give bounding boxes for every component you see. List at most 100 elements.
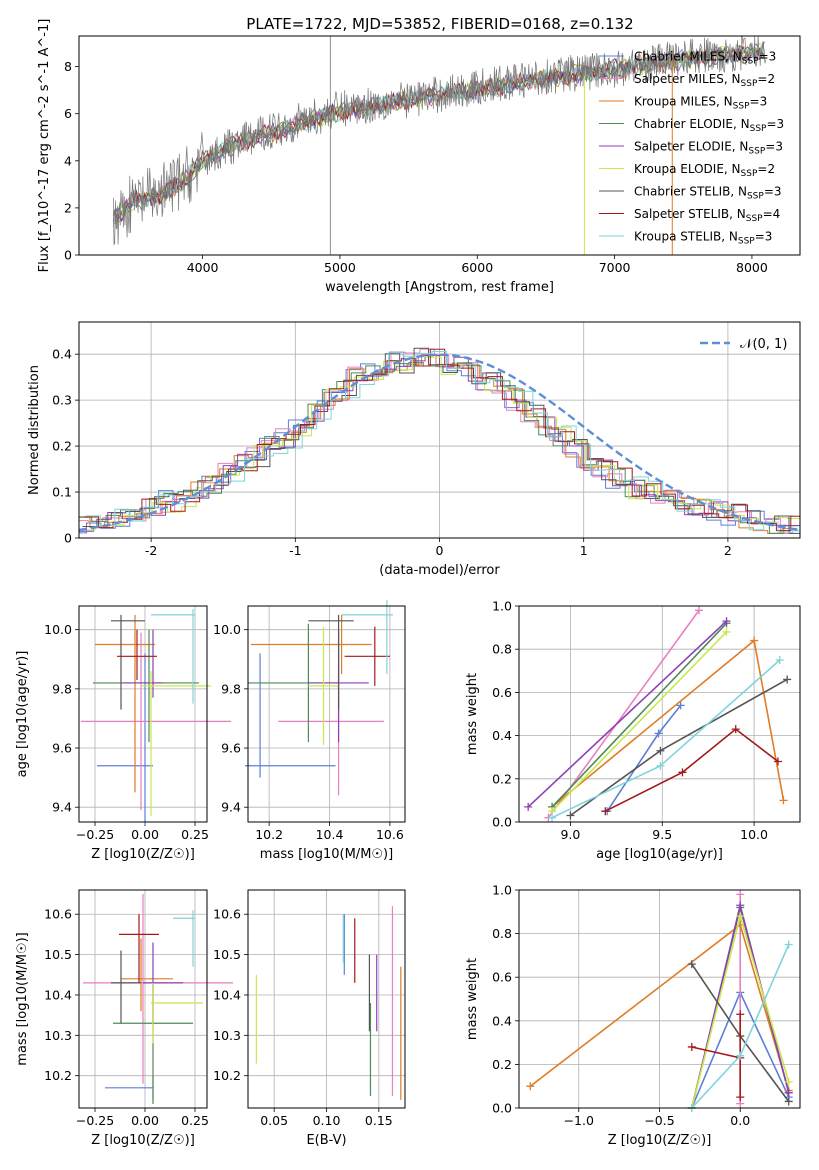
axes-frame [518,889,801,1109]
mass-weight-marker [736,1051,745,1060]
histogram-step [79,362,799,534]
mass-weight-marker [736,890,745,899]
legend-label: Salpeter STELIB, NSSP=4 [634,207,780,224]
mass-weight-marker [783,675,792,684]
y-tick-label: 0.8 [492,926,512,941]
y-tick-label: 9.6 [221,741,241,756]
y-tick-label: 0.0 [492,815,512,830]
y-tick-label: 10.5 [44,947,72,962]
mass-weight-marker [736,901,745,910]
legend-label: Kroupa MILES, NSSP=3 [634,95,767,112]
mass-weight-marker [722,617,731,626]
mass-weight-marker [784,940,793,949]
mass-weight-marker [654,729,663,738]
mass-weight-marker [524,802,533,811]
mass-weight-marker [779,796,788,805]
x-tick-label: 0.00 [131,827,159,842]
axes-frame [518,605,801,823]
x-tick-label: 9.0 [560,827,580,842]
mass-weight-line [547,609,700,819]
y-tick-label: 0.4 [52,347,72,362]
mass-weight-marker [601,807,610,816]
y-tick-label: 9.4 [52,800,72,815]
mass-weight-line [604,728,779,812]
y-tick-label: 10.5 [213,947,241,962]
x-tick-label: −1.0 [564,1113,594,1128]
y-tick-label: 9.6 [52,741,72,756]
mass-weight-line [527,620,728,808]
y-tick-label: 1.0 [492,883,512,898]
y-tick-label: 10.4 [213,987,241,1002]
mass-weight-marker [750,636,759,645]
y-axis-label: mass weight [465,673,480,755]
mass-weight-marker [566,811,575,820]
x-tick-label: −0.25 [76,1113,114,1128]
y-tick-label: 10.2 [44,1068,72,1083]
y-tick-label: 6 [64,106,72,121]
mass-weight-line [569,678,788,817]
x-axis-label: mass [log10(M/M☉)] [260,847,393,862]
y-tick-label: 1.0 [492,599,512,614]
mass-weight-marker [656,761,665,770]
mass-weight-vs-metallicity-panel: −1.0 −0.5 0.0 0.0 0.2 0.4 0.6 0.8 1.0 Z [log10(Z/… [465,883,801,1148]
y-tick-label: 0 [64,531,72,546]
x-axis-label: wavelength [Angstrom, rest frame] [325,280,554,295]
mass-vs-ebv-panel: 0.05 0.10 0.15 10.2 10.3 10.4 10.5 10.6 E(B-V) [213,889,406,1148]
x-axis-label: (data-model)/error [379,563,500,578]
x-tick-label: -1 [289,543,301,558]
legend-label: Kroupa ELODIE, NSSP=2 [634,162,775,179]
x-axis-label: age [log10(age/yr)] [596,847,723,862]
mass-weight-marker [548,813,557,822]
x-axis-label: E(B-V) [306,1133,346,1148]
legend-label: Salpeter MILES, NSSP=2 [634,72,775,89]
y-tick-label: 9.4 [221,800,241,815]
age-vs-metallicity-panel: −0.25 0.00 0.25 9.4 9.6 9.8 10.0 Z [log10(Z/Z☉)… [15,605,231,862]
x-tick-label: 0.10 [313,1113,341,1128]
legend-label: Chabrier MILES, NSSP=3 [634,50,776,67]
y-tick-label: 0.4 [492,728,512,743]
axes-frame [78,35,801,256]
y-tick-label: 10.0 [213,622,241,637]
mass-weight-marker [784,1097,793,1106]
mass-weight-line [551,631,728,812]
legend-label: Chabrier STELIB, NSSP=3 [634,185,782,202]
y-axis-label: mass [log10(M/M☉)] [15,932,30,1065]
mass-weight-marker [736,1093,745,1102]
x-tick-label: 6000 [461,260,493,275]
x-tick-label: 0 [436,543,444,558]
mass-weight-marker [678,768,687,777]
mass-weight-marker [676,701,685,710]
mass-weight-marker [722,627,731,636]
mass-weight-line [551,622,728,808]
legend-label: Chabrier ELODIE, NSSP=3 [634,117,784,134]
x-tick-label: 10.2 [255,827,283,842]
y-tick-label: 8 [64,59,72,74]
axes-frame [247,889,406,1109]
x-tick-label: 4000 [187,260,219,275]
mass-vs-metallicity-panel: −0.25 0.00 0.25 10.2 10.3 10.4 10.5 10.6 Z [log1… [15,889,233,1148]
x-tick-label: 10.4 [316,827,344,842]
mass-weight-marker [526,1082,535,1091]
y-axis-label: mass weight [465,958,480,1040]
y-tick-label: 0.6 [492,685,512,700]
mass-weight-marker [656,746,665,755]
y-tick-label: 2 [64,200,72,215]
y-tick-label: 4 [64,153,72,168]
mass-weight-marker [773,757,782,766]
y-tick-label: 0.2 [492,1057,512,1072]
x-tick-label: 10.0 [740,827,768,842]
y-tick-label: 10.0 [44,622,72,637]
y-tick-label: 0.2 [492,771,512,786]
y-tick-label: 10.3 [213,1028,241,1043]
y-tick-label: 10.4 [44,987,72,1002]
x-tick-label: 0.0 [730,1113,750,1128]
x-tick-label: 7000 [599,260,631,275]
axes-frame [78,321,801,539]
mass-weight-marker [731,725,740,734]
axes-frame [78,605,208,823]
histogram-step [80,356,800,531]
x-tick-label: 0.05 [260,1113,288,1128]
y-tick-label: 0.6 [492,970,512,985]
mass-weight-marker [687,960,696,969]
